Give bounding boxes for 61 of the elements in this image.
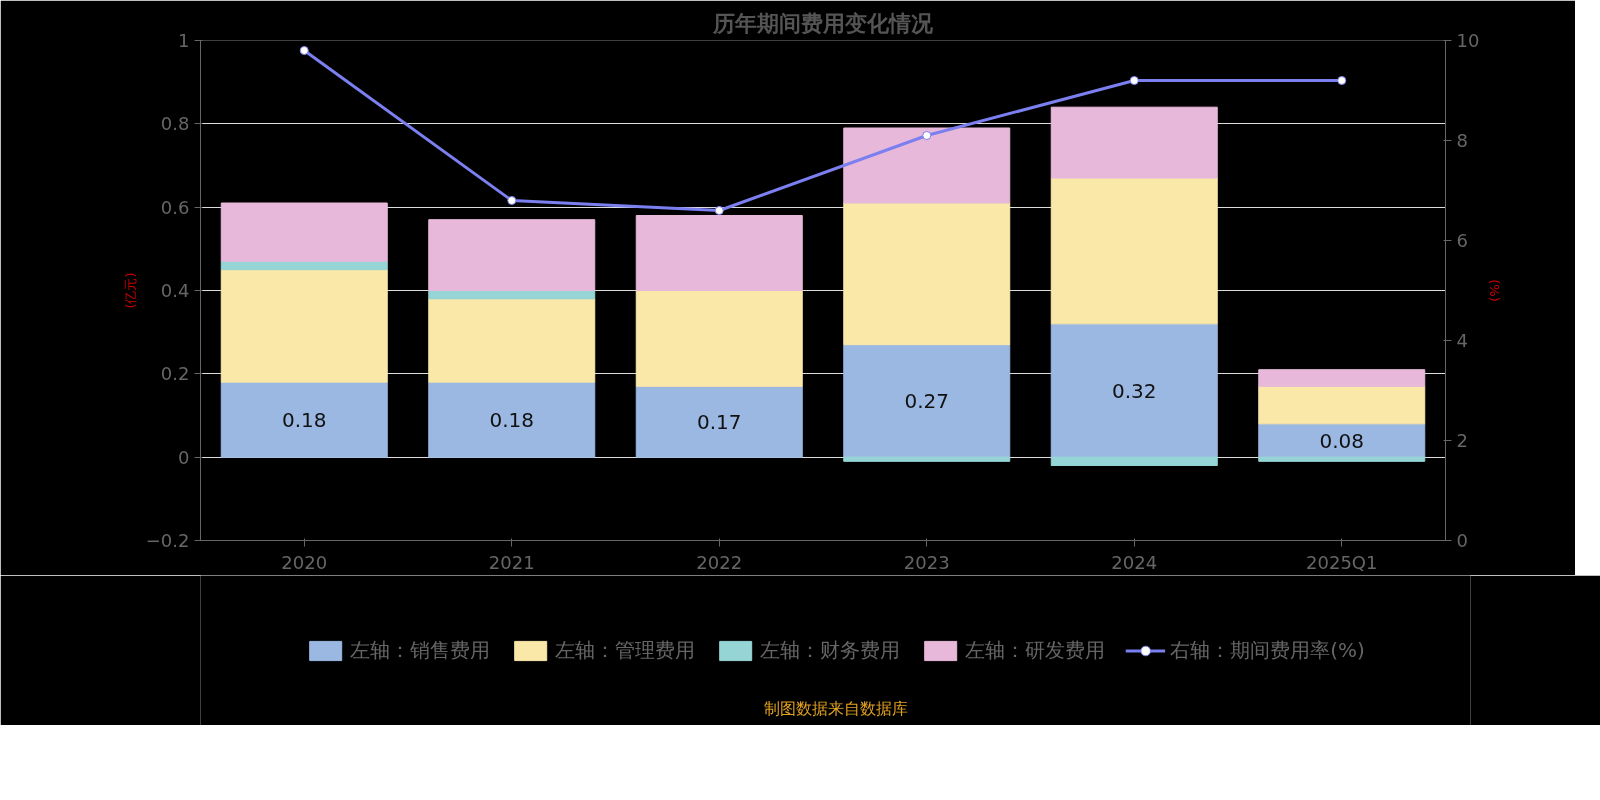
point — [1129, 76, 1139, 85]
bar — [1050, 456, 1218, 466]
bar — [1258, 423, 1426, 458]
data-label: 0.18 — [489, 407, 535, 432]
legend-label: 左轴：研发费用 — [965, 636, 1106, 664]
x-tick-label: 2021 — [488, 551, 535, 573]
x-tick-label: 2022 — [696, 551, 743, 573]
x-tick-label: 2023 — [903, 551, 950, 573]
bar — [843, 127, 1011, 204]
x-tick-label: 2020 — [281, 551, 328, 573]
y2-tick-label: 2 — [1456, 430, 1468, 451]
legend-label: 右轴：期间费用率(%) — [1170, 636, 1365, 664]
bar — [428, 219, 596, 291]
point — [507, 196, 517, 205]
bar — [428, 298, 596, 383]
point — [1337, 76, 1347, 85]
chart-title: 历年期间费用变化情况 — [712, 10, 934, 36]
legend-label: 左轴：管理费用 — [555, 636, 696, 664]
data-label: 0.18 — [281, 407, 327, 432]
legend-label: 左轴：销售费用 — [350, 636, 491, 664]
x-tick-label: 2025Q1 — [1306, 551, 1378, 573]
data-label: 0.27 — [904, 388, 950, 413]
data-label: 0.17 — [696, 409, 742, 434]
bar — [635, 290, 803, 387]
point — [922, 131, 932, 140]
y-tick-label: 0.6 — [160, 196, 190, 218]
bar — [1258, 385, 1426, 425]
bar — [843, 202, 1011, 346]
bar — [428, 381, 596, 458]
y-tick-label: 0.4 — [160, 280, 190, 301]
bar — [220, 202, 388, 262]
bar — [843, 344, 1011, 458]
bar — [1050, 106, 1218, 179]
y-tick-label: −0.2 — [145, 530, 190, 551]
bar — [635, 215, 803, 291]
y-tick-label: 0.8 — [160, 113, 190, 135]
y2-tick-label: 0 — [1456, 530, 1468, 551]
bar — [1258, 456, 1426, 462]
point — [714, 206, 724, 215]
y-tick-label: 0 — [178, 446, 190, 468]
data-label: 0.08 — [1319, 428, 1365, 453]
text: 制图数据来自数据库 — [763, 699, 908, 718]
bar — [843, 456, 1011, 462]
bar — [220, 381, 388, 458]
bar — [220, 269, 388, 383]
y2-tick-label: 10 — [1456, 30, 1480, 51]
y-axis-title: (亿元) — [122, 272, 138, 309]
y-tick-label: 1 — [178, 30, 190, 51]
bar — [1050, 177, 1218, 325]
y2-tick-label: 6 — [1456, 230, 1468, 251]
legend-label: 左轴：财务费用 — [760, 636, 901, 664]
x-tick-label: 2024 — [1111, 551, 1158, 573]
data-label: 0.32 — [1111, 378, 1157, 403]
bar — [1258, 369, 1426, 387]
bar — [1050, 323, 1218, 458]
y2-tick-label: 8 — [1456, 130, 1468, 151]
y2-axis-title: (%) — [1487, 279, 1503, 302]
y-tick-label: 0.2 — [160, 363, 190, 385]
y2-tick-label: 4 — [1456, 330, 1468, 351]
point — [299, 46, 309, 55]
bar — [635, 385, 803, 458]
